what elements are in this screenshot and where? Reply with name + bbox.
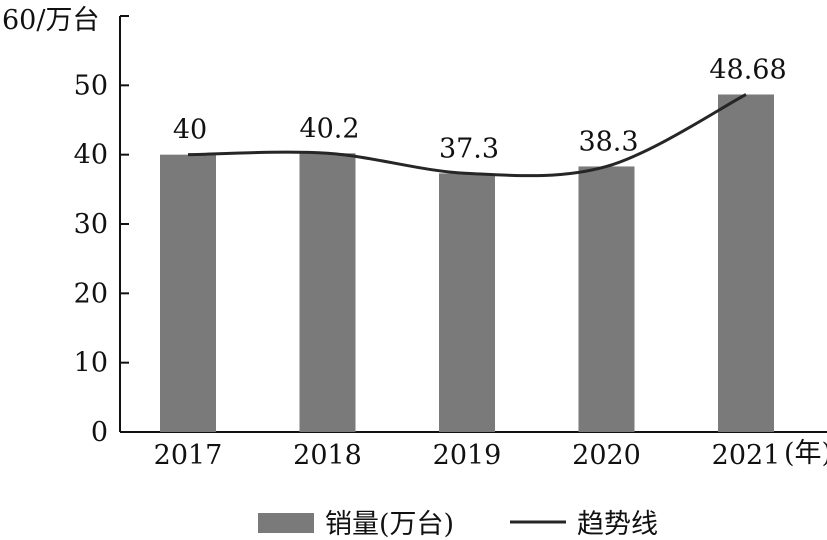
x-tick-label-2018: 2018 [293, 440, 362, 471]
x-tick-label-2017: 2017 [154, 440, 223, 471]
legend-swatch-bar [258, 513, 314, 533]
y-tick-label: 30 [74, 209, 108, 240]
x-ticks: 2017 2018 2019 2020 2021 [154, 440, 781, 471]
x-tick-label-2021: 2021 [712, 440, 781, 471]
bar-2021 [718, 94, 774, 432]
y-ticks: 0 10 20 30 40 50 [74, 15, 129, 448]
data-label-2019: 37.3 [439, 133, 499, 164]
legend-label-bar: 销量(万台) [325, 509, 454, 540]
y-tick-label: 20 [74, 278, 108, 309]
y-tick-label: 40 [74, 140, 108, 171]
y-axis-top-label: 60/万台 [2, 5, 99, 36]
data-label-2018: 40.2 [299, 113, 359, 144]
y-tick-label: 50 [74, 70, 108, 101]
bar-2018 [299, 153, 356, 432]
x-axis-unit-label: (年) [784, 438, 827, 469]
legend: 销量(万台) 趋势线 [258, 509, 658, 540]
bars [160, 94, 774, 433]
y-tick-label: 10 [74, 348, 108, 379]
legend-label-line: 趋势线 [577, 509, 658, 540]
bar-2019 [439, 173, 495, 433]
data-label-2020: 38.3 [578, 126, 638, 157]
data-label-2017: 40 [173, 115, 207, 146]
data-label-2021: 48.68 [709, 54, 786, 85]
bar-2017 [160, 154, 216, 432]
y-tick-label: 0 [91, 417, 108, 448]
x-tick-label-2020: 2020 [572, 440, 641, 471]
bar-2020 [578, 166, 635, 432]
x-tick-label-2019: 2019 [433, 440, 502, 471]
trend-line [187, 93, 747, 178]
data-labels: 40 40.2 37.3 38.3 48.68 [173, 54, 787, 164]
